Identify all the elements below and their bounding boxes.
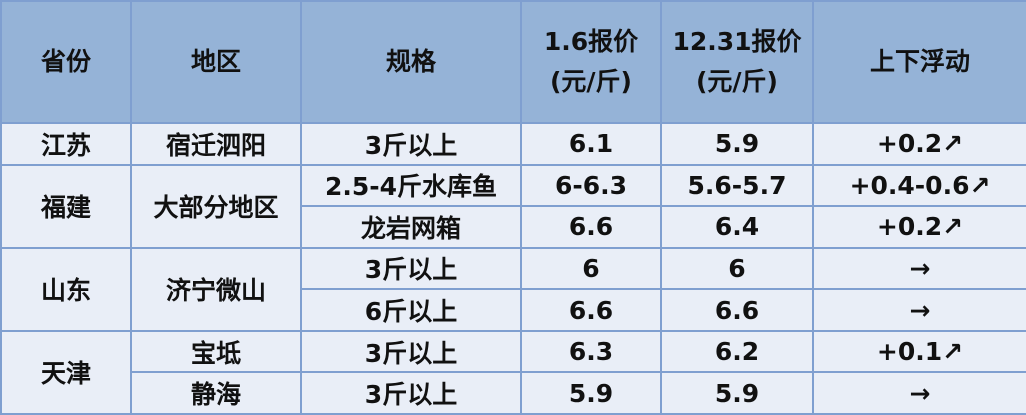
cell-price-1-6: 6.6 xyxy=(520,288,662,332)
header-line: 1.6报价 xyxy=(543,27,639,56)
cell-price-12-31: 5.9 xyxy=(660,371,814,415)
cell-price-12-31: 6.6 xyxy=(660,288,814,332)
table-row: 天津 宝坻 3斤以上 6.3 6.2 +0.1↗ xyxy=(0,329,1026,415)
cell-region: 宝坻 xyxy=(130,329,302,374)
cell-province: 江苏 xyxy=(0,122,132,166)
cell-province: 福建 xyxy=(0,163,132,249)
cell-region: 静海 xyxy=(130,371,302,415)
cell-region: 大部分地区 xyxy=(130,163,302,249)
cell-spec: 6斤以上 xyxy=(300,288,522,332)
header-row: 省份 地区 规格 1.6报价 (元/斤) 12.31报价 (元/斤) 上下浮动 xyxy=(0,0,1026,124)
cell-price-12-31: 6.2 xyxy=(660,329,814,374)
header-region: 地区 xyxy=(130,0,302,124)
cell-change: +0.2↗ xyxy=(812,205,1026,249)
cell-price-1-6: 6.6 xyxy=(520,205,662,249)
cell-change: +0.4-0.6↗ xyxy=(812,163,1026,208)
cell-spec: 3斤以上 xyxy=(300,329,522,374)
cell-change: → xyxy=(812,371,1026,415)
cell-province: 山东 xyxy=(0,246,132,332)
cell-price-12-31: 5.6-5.7 xyxy=(660,163,814,208)
cell-price-12-31: 6.4 xyxy=(660,205,814,249)
cell-price-1-6: 6-6.3 xyxy=(520,163,662,208)
header-price-12-31: 12.31报价 (元/斤) xyxy=(660,0,814,124)
header-price-1-6: 1.6报价 (元/斤) xyxy=(520,0,662,124)
header-line: 12.31报价 xyxy=(672,27,802,56)
cell-price-1-6: 6.1 xyxy=(520,122,662,166)
cell-price-1-6: 5.9 xyxy=(520,371,662,415)
cell-change: +0.2↗ xyxy=(812,122,1026,166)
cell-change: → xyxy=(812,246,1026,291)
header-change: 上下浮动 xyxy=(812,0,1026,124)
table-row: 福建 大部分地区 2.5-4斤水库鱼 6-6.3 5.6-5.7 +0.4-0.… xyxy=(0,163,1026,249)
cell-price-12-31: 6 xyxy=(660,246,814,291)
cell-spec: 3斤以上 xyxy=(300,371,522,415)
table-row: 江苏 宿迁泗阳 3斤以上 6.1 5.9 +0.2↗ xyxy=(0,122,1026,166)
cell-price-12-31: 5.9 xyxy=(660,122,814,166)
cell-price-1-6: 6.3 xyxy=(520,329,662,374)
cell-region: 宿迁泗阳 xyxy=(130,122,302,166)
table-row: 山东 济宁微山 3斤以上 6 6 → xyxy=(0,246,1026,332)
header-province: 省份 xyxy=(0,0,132,124)
cell-province: 天津 xyxy=(0,329,132,415)
header-unit: (元/斤) xyxy=(696,67,778,96)
table-row: 静海 3斤以上 5.9 5.9 → xyxy=(1,371,1026,415)
header-spec: 规格 xyxy=(300,0,522,124)
cell-price-1-6: 6 xyxy=(520,246,662,291)
cell-spec: 3斤以上 xyxy=(300,122,522,166)
table-row: 龙岩网箱 6.6 6.4 +0.2↗ xyxy=(1,205,1026,249)
cell-spec: 2.5-4斤水库鱼 xyxy=(300,163,522,208)
cell-spec: 3斤以上 xyxy=(300,246,522,291)
header-unit: (元/斤) xyxy=(550,67,632,96)
table-row: 6斤以上 6.6 6.6 → xyxy=(1,288,1026,332)
cell-spec: 龙岩网箱 xyxy=(300,205,522,249)
cell-change: +0.1↗ xyxy=(812,329,1026,374)
cell-region: 济宁微山 xyxy=(130,246,302,332)
cell-change: → xyxy=(812,288,1026,332)
